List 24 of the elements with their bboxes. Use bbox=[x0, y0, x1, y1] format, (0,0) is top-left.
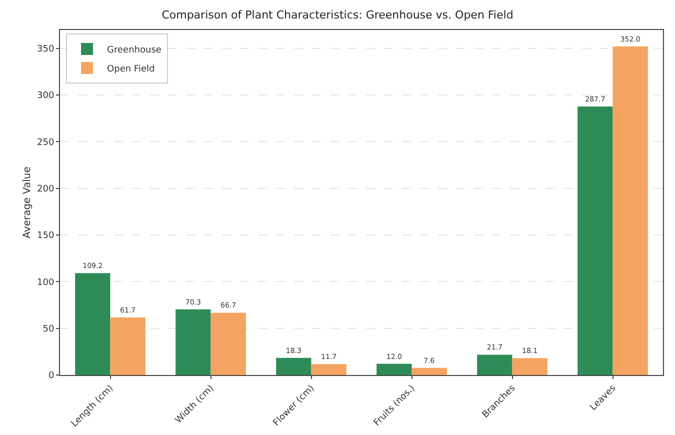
bar bbox=[376, 364, 412, 375]
legend-label: Open Field bbox=[107, 64, 155, 74]
y-tick-label: 50 bbox=[42, 324, 54, 334]
bar bbox=[110, 317, 146, 375]
bar bbox=[578, 106, 613, 375]
bar bbox=[311, 364, 346, 375]
bar bbox=[75, 273, 110, 375]
y-tick-label: 250 bbox=[37, 138, 54, 148]
y-tick-label: 100 bbox=[37, 278, 54, 288]
bar bbox=[477, 354, 512, 375]
y-tick-label: 0 bbox=[48, 371, 54, 382]
y-axis-title: Average Value bbox=[22, 166, 33, 238]
y-tick-label: 150 bbox=[37, 231, 54, 242]
y-tick-label: 200 bbox=[37, 184, 54, 194]
bar bbox=[512, 358, 548, 375]
chart-title: Comparison of Plant Characteristics: Greenhouse vs. Open Field bbox=[162, 8, 514, 22]
bar bbox=[612, 46, 648, 375]
bar bbox=[276, 358, 312, 375]
bar bbox=[210, 312, 246, 375]
bar bbox=[176, 309, 211, 375]
bar bbox=[412, 368, 447, 375]
y-tick-label: 350 bbox=[37, 44, 54, 54]
legend-label: Greenhouse bbox=[107, 45, 162, 56]
y-tick-label: 300 bbox=[37, 91, 54, 102]
